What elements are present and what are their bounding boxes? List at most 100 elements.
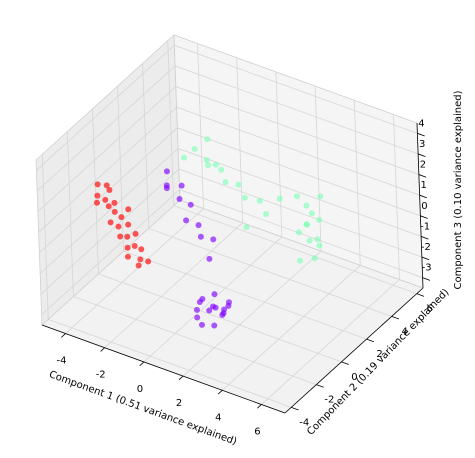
grid-line bbox=[314, 86, 322, 252]
grid-line bbox=[73, 296, 317, 385]
grid-line bbox=[98, 273, 342, 363]
grid-line bbox=[148, 228, 392, 317]
grid-line bbox=[36, 45, 175, 171]
y-tick-label: 4 bbox=[401, 326, 407, 337]
tick-mark bbox=[418, 174, 427, 178]
grid-line bbox=[123, 250, 367, 340]
point bbox=[316, 242, 323, 249]
x-tick-label: 4 bbox=[215, 412, 221, 423]
z-axis-label: Component 3 (0.10 variance explained) bbox=[453, 90, 464, 289]
tick-mark bbox=[422, 277, 431, 281]
point bbox=[135, 262, 142, 269]
point bbox=[137, 256, 144, 263]
point bbox=[125, 221, 132, 228]
point bbox=[94, 181, 101, 188]
point bbox=[204, 136, 211, 143]
grid-line bbox=[236, 57, 244, 223]
point bbox=[124, 233, 131, 240]
point bbox=[111, 208, 118, 215]
point bbox=[106, 187, 113, 194]
grid-line bbox=[182, 250, 322, 377]
point bbox=[181, 154, 188, 161]
grid-line bbox=[178, 168, 423, 258]
point bbox=[124, 244, 131, 251]
grid-line bbox=[41, 154, 49, 320]
point bbox=[222, 179, 229, 186]
y-tick-label: 6 bbox=[427, 304, 433, 315]
tick-mark bbox=[291, 406, 299, 411]
point bbox=[117, 233, 124, 240]
point bbox=[93, 199, 100, 206]
point bbox=[241, 194, 248, 201]
grid-line bbox=[275, 71, 283, 237]
grid-line bbox=[174, 65, 419, 155]
tick-mark bbox=[257, 404, 262, 409]
point bbox=[212, 161, 219, 168]
grid-line bbox=[261, 279, 400, 405]
z-tick-label: -3 bbox=[422, 263, 432, 274]
tick-mark bbox=[391, 316, 400, 320]
grid-line bbox=[176, 106, 420, 196]
grid-line bbox=[177, 148, 422, 237]
grid-line bbox=[38, 106, 177, 233]
point bbox=[256, 197, 263, 204]
point bbox=[125, 206, 132, 213]
plot: -4 -2 0 2 4 6 -4 -2 0 2 4 6 -3 -2 -1 0 1 2 3 4 bbox=[35, 34, 433, 437]
grid-line bbox=[117, 86, 124, 252]
point bbox=[132, 230, 139, 237]
point bbox=[183, 217, 190, 224]
point bbox=[308, 210, 315, 217]
grid-line bbox=[142, 63, 150, 229]
x-tick-label: 0 bbox=[137, 384, 143, 395]
grid-line bbox=[353, 100, 361, 266]
point bbox=[211, 291, 218, 298]
grid-line bbox=[222, 264, 361, 391]
grid-line bbox=[37, 86, 177, 212]
grid-line bbox=[65, 208, 204, 334]
y-tick-label: -2 bbox=[324, 395, 334, 406]
point bbox=[203, 157, 210, 164]
z-tick-label: 0 bbox=[421, 201, 427, 212]
point bbox=[163, 185, 170, 192]
point bbox=[211, 322, 218, 329]
point bbox=[295, 229, 302, 236]
point bbox=[303, 221, 310, 228]
point bbox=[243, 224, 250, 231]
point bbox=[193, 306, 200, 313]
point bbox=[145, 258, 152, 265]
point bbox=[94, 192, 101, 199]
z-tick-label: -2 bbox=[421, 242, 431, 253]
x-tick-label: -2 bbox=[96, 370, 106, 381]
point bbox=[199, 295, 206, 302]
tick-mark bbox=[420, 236, 429, 240]
point bbox=[187, 201, 194, 208]
grid-line bbox=[104, 222, 243, 349]
point bbox=[206, 255, 213, 262]
y-tick-label: 0 bbox=[351, 372, 357, 383]
point bbox=[316, 216, 323, 223]
point bbox=[176, 195, 183, 202]
y-axis-line bbox=[284, 287, 424, 414]
point bbox=[306, 237, 313, 244]
point bbox=[102, 196, 109, 203]
point bbox=[219, 312, 226, 319]
tick-mark bbox=[341, 361, 349, 365]
point bbox=[218, 166, 225, 173]
z-axis-line bbox=[416, 122, 424, 289]
point bbox=[225, 299, 232, 306]
point bbox=[206, 307, 213, 314]
point bbox=[118, 214, 125, 221]
z-tick-label: 2 bbox=[420, 160, 426, 171]
point bbox=[303, 202, 310, 209]
point bbox=[212, 304, 219, 311]
grid-line bbox=[66, 131, 74, 297]
grid-line bbox=[41, 189, 180, 315]
grid-line bbox=[39, 148, 179, 274]
grid-line bbox=[174, 44, 418, 134]
point bbox=[197, 233, 204, 240]
point bbox=[163, 168, 170, 175]
point bbox=[314, 236, 321, 243]
grid-line bbox=[173, 205, 417, 295]
z-tick-label: -1 bbox=[420, 221, 430, 232]
